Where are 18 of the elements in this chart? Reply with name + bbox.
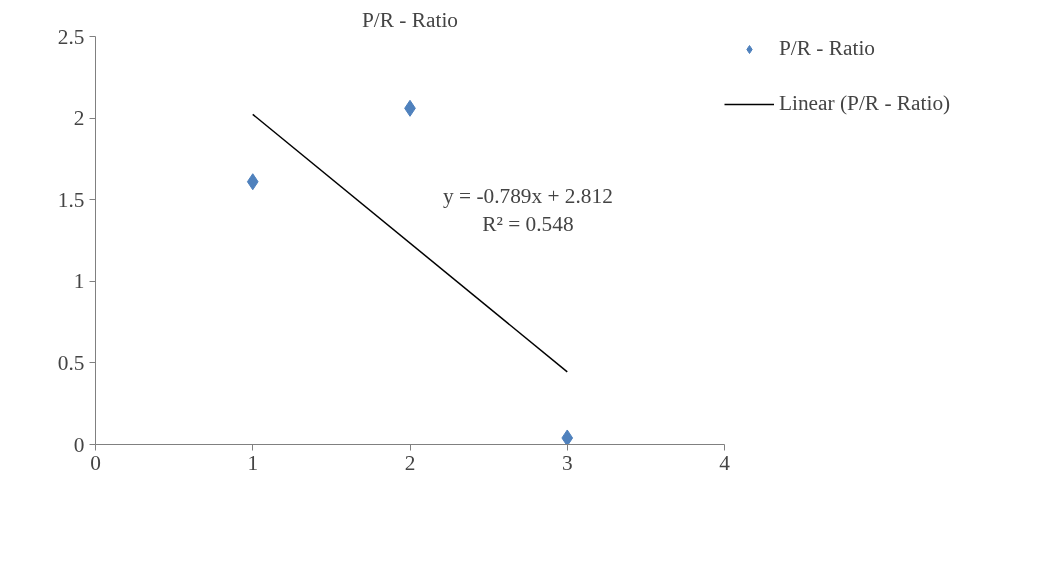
point: [246, 173, 259, 191]
x-tick-label: 4: [719, 450, 731, 475]
y-tick-label: 0.5: [57, 350, 85, 375]
legend-label: P/R - Ratio: [779, 36, 875, 61]
y-tick-label: 2: [73, 106, 85, 131]
point: [561, 429, 574, 445]
annotation: y = -0.789x + 2.812: [443, 184, 613, 209]
legend-label: Linear (P/R - Ratio): [779, 91, 951, 116]
x-tick-label: 0: [90, 450, 101, 475]
x-tick-label: 1: [247, 450, 259, 475]
annotation: R² = 0.548: [482, 212, 574, 237]
y-tick-label: 1: [73, 269, 85, 294]
y-tick-label: 2.5: [57, 24, 85, 49]
y-tick-label: 1.5: [57, 187, 85, 212]
x-tick-label: 2: [404, 450, 416, 475]
chart-title: P/R - Ratio: [362, 7, 459, 32]
y-tick-label: 0: [73, 432, 85, 457]
x-tick-label: 3: [561, 450, 573, 475]
